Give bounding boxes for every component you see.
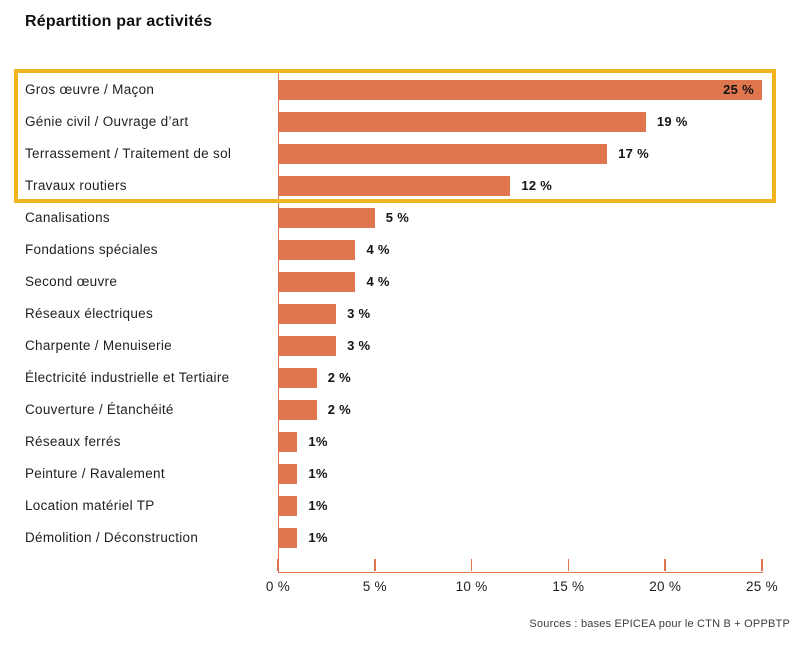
bar (278, 432, 298, 452)
bar-row: Couverture / Étanchéité 2 % (0, 394, 800, 426)
value-label: 3 % (347, 306, 371, 321)
x-tick (470, 559, 473, 571)
value-label: 4 % (366, 242, 390, 257)
category-label: Génie civil / Ouvrage d’art (25, 114, 189, 129)
category-label: Démolition / Déconstruction (25, 530, 199, 545)
bar (278, 208, 375, 228)
category-label: Canalisations (25, 210, 110, 225)
value-label: 1% (308, 466, 328, 481)
x-tick-label: 5 % (362, 579, 387, 594)
bar-row: Gros œuvre / Maçon 25 % (0, 74, 800, 106)
value-label: 2 % (327, 370, 352, 385)
x-tick-label: 0 % (265, 579, 291, 594)
bar (278, 496, 298, 516)
category-label: Réseaux électriques (25, 306, 154, 321)
category-label: Terrassement / Traitement de sol (25, 146, 232, 161)
x-tick-label: 25 % (746, 579, 778, 594)
x-tick-label: 10 % (455, 579, 488, 594)
bar-row: Canalisations 5 % (0, 202, 800, 234)
bar (278, 144, 608, 164)
bar (278, 368, 317, 388)
bar-row: Réseaux électriques 3 % (0, 298, 800, 330)
value-label: 1% (308, 498, 328, 513)
x-tick (567, 559, 570, 571)
category-label: Électricité industrielle et Tertiaire (25, 370, 230, 385)
bar (278, 176, 511, 196)
bar-row: Peinture / Ravalement 1% (0, 458, 800, 490)
x-tick (277, 559, 279, 571)
category-label: Fondations spéciales (25, 242, 158, 257)
bar-row: Électricité industrielle et Tertiaire 2 … (0, 362, 800, 394)
bar-row: Démolition / Déconstruction 1% (0, 522, 800, 554)
bar (278, 80, 762, 100)
value-label: 1% (308, 530, 328, 545)
bar (278, 304, 337, 324)
bar-row: Réseaux ferrés 1% (0, 426, 800, 458)
bar-row: Travaux routiers 12 % (0, 170, 800, 202)
bar (278, 528, 298, 548)
category-label: Location matériel TP (25, 498, 155, 513)
x-axis-baseline (278, 571, 763, 573)
bar-row: Génie civil / Ouvrage d’art 19 % (0, 106, 800, 138)
bar-row: Location matériel TP 1% (0, 490, 800, 522)
x-tick-label: 15 % (552, 579, 585, 594)
bar (278, 464, 298, 484)
bar-row: Terrassement / Traitement de sol 17 % (0, 138, 800, 170)
bar (278, 272, 356, 292)
bar (278, 112, 646, 132)
value-label: 19 % (656, 114, 688, 129)
bar (278, 336, 337, 356)
bar (278, 240, 356, 260)
value-label: 1% (308, 434, 328, 449)
x-tick-label: 20 % (649, 579, 682, 594)
category-label: Réseaux ferrés (25, 434, 121, 449)
bar-row: Charpente / Menuiserie 3 % (0, 330, 800, 362)
chart-title: Répartition par activités (25, 13, 213, 30)
bar-row: Fondations spéciales 4 % (0, 234, 800, 266)
value-label: 5 % (385, 210, 410, 225)
category-label: Couverture / Étanchéité (25, 402, 174, 417)
bar (278, 400, 317, 420)
x-tick (761, 559, 763, 571)
value-label: 2 % (327, 402, 352, 417)
bar-row: Second œuvre 4 % (0, 266, 800, 298)
category-label: Gros œuvre / Maçon (25, 82, 155, 97)
value-label: 12 % (521, 178, 553, 193)
category-label: Second œuvre (25, 274, 118, 289)
value-label: 17 % (618, 146, 649, 161)
category-label: Charpente / Menuiserie (25, 338, 172, 353)
x-tick (664, 559, 666, 571)
value-label: 25 % (723, 82, 754, 97)
category-label: Travaux routiers (25, 178, 127, 193)
category-label: Peinture / Ravalement (25, 466, 165, 481)
value-label: 4 % (366, 274, 390, 289)
value-label: 3 % (347, 338, 371, 353)
x-tick (374, 559, 376, 571)
source-note: Sources : bases EPICEA pour le CTN B + O… (529, 618, 790, 630)
